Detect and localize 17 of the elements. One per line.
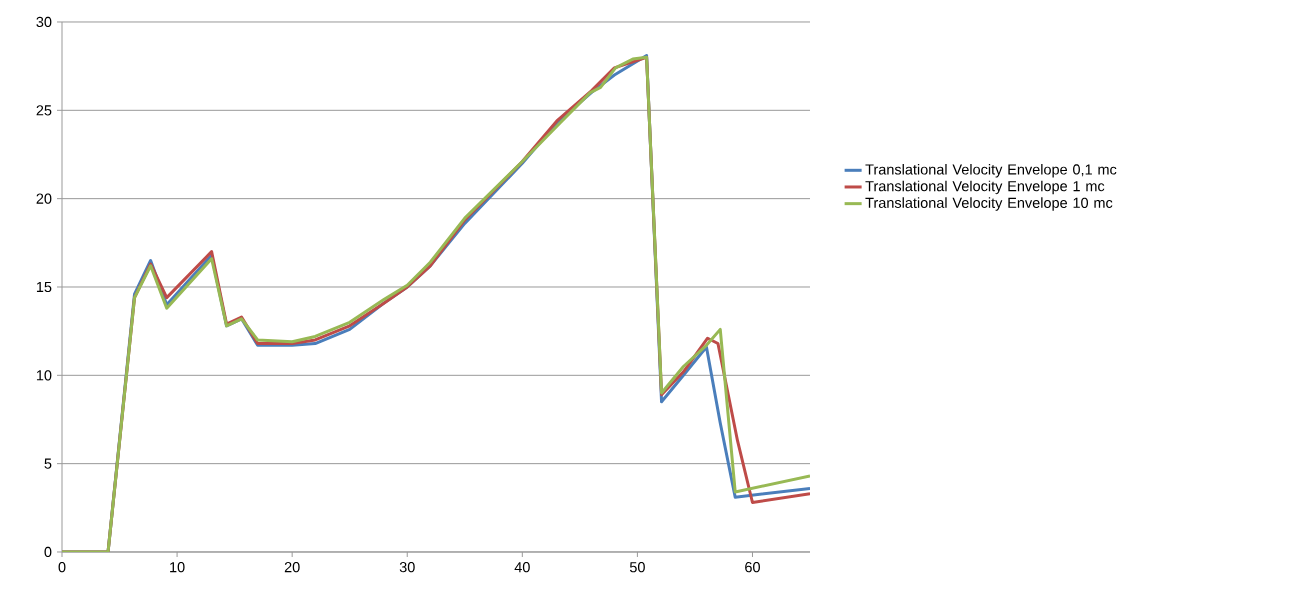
x-tick-label: 40: [514, 562, 530, 573]
y-tick-label: 30: [36, 16, 52, 28]
y-tick-label: 10: [36, 370, 52, 381]
x-tick-label: 0: [58, 562, 66, 573]
legend-label: Translational Velocity Envelope 10 mc: [865, 197, 1113, 211]
y-tick-label: 25: [36, 105, 52, 116]
x-tick-label: 50: [629, 562, 645, 573]
x-tick-label: 60: [745, 562, 760, 573]
y-tick-label: 5: [44, 458, 52, 469]
x-tick-label: 10: [170, 562, 185, 573]
y-tick-label: 20: [36, 193, 52, 204]
x-tick-label: 20: [284, 562, 300, 573]
y-tick-label: 15: [36, 281, 52, 293]
legend-label: Translational Velocity Envelope 1 mc: [865, 180, 1105, 195]
legend-label: Translational Velocity Envelope 0,1 mc: [865, 163, 1117, 178]
y-tick-label: 0: [44, 546, 52, 558]
x-tick-label: 30: [399, 562, 415, 573]
